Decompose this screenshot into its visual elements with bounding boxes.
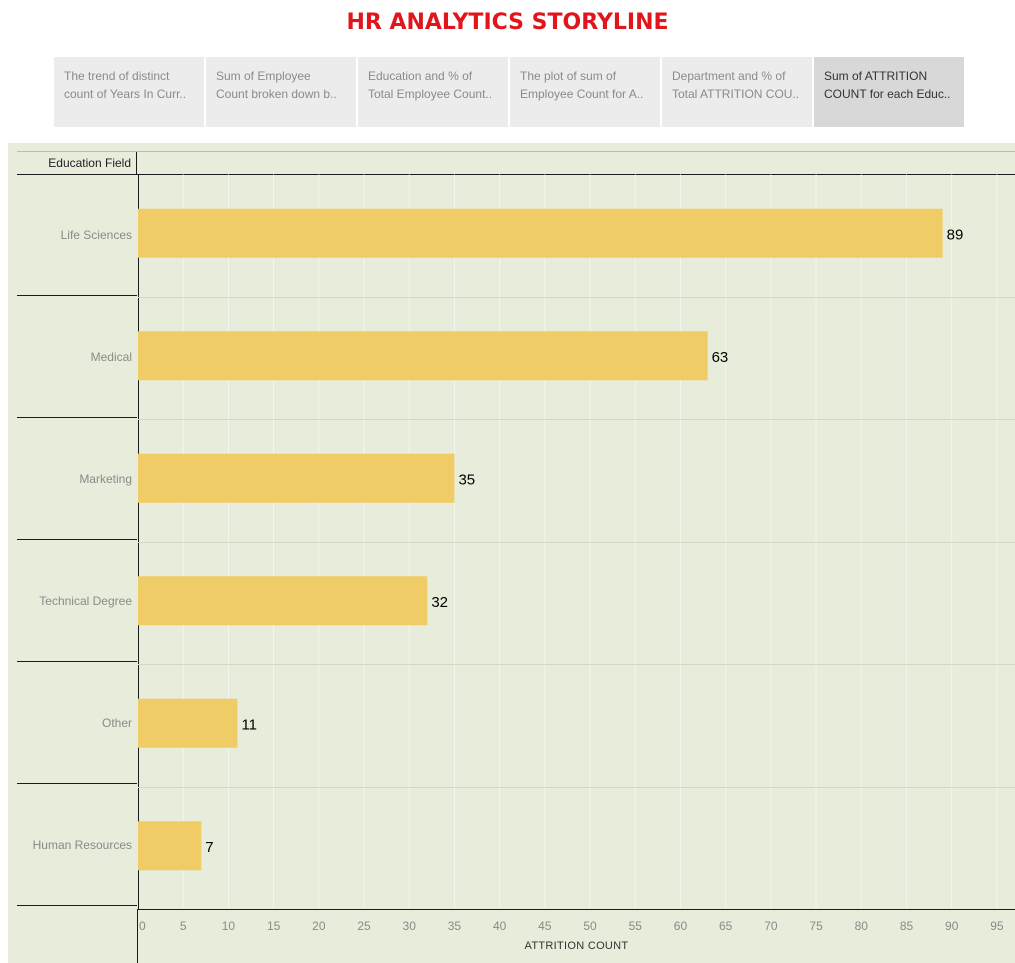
story-point-4[interactable]: The plot of sum of Employee Count for A.… xyxy=(510,57,660,127)
x-tick-label: 0 xyxy=(139,919,146,933)
x-tick-label: 15 xyxy=(267,919,281,933)
story-point-6-line1: Sum of ATTRITION xyxy=(824,69,928,83)
row-header-label: Education Field xyxy=(17,152,137,174)
story-title: HR ANALYTICS STORYLINE xyxy=(346,10,669,35)
story-point-2[interactable]: Sum of Employee Count broken down b.. xyxy=(206,57,356,127)
bar-value-label: 89 xyxy=(947,226,964,243)
axis-corner xyxy=(17,909,138,963)
story-point-5-line1: Department and % of xyxy=(672,69,786,83)
story-point-3-line1: Education and % of xyxy=(368,69,473,83)
bar[interactable] xyxy=(138,331,708,381)
x-tick-label: 65 xyxy=(719,919,733,933)
row-label-medical[interactable]: Medical xyxy=(17,296,137,418)
bar-value-label: 63 xyxy=(712,349,729,366)
story-point-1-line1: The trend of distinct xyxy=(64,69,170,83)
x-tick-label: 80 xyxy=(855,919,869,933)
row-label-life-sciences[interactable]: Life Sciences xyxy=(17,174,137,296)
x-axis-title: ATTRITION COUNT xyxy=(524,940,629,952)
x-tick-label: 45 xyxy=(538,919,552,933)
bar-value-label: 35 xyxy=(458,471,475,488)
story-point-5[interactable]: Department and % of Total ATTRITION COU.… xyxy=(662,57,812,127)
story-point-6[interactable]: Sum of ATTRITION COUNT for each Educ.. xyxy=(814,57,964,127)
x-tick-label: 35 xyxy=(448,919,462,933)
x-tick-label: 75 xyxy=(809,919,823,933)
x-tick-label: 10 xyxy=(222,919,236,933)
x-tick-label: 50 xyxy=(583,919,597,933)
x-tick-label: 30 xyxy=(403,919,417,933)
x-tick-label: 40 xyxy=(493,919,507,933)
x-tick-label: 55 xyxy=(629,919,643,933)
row-label-technical-degree[interactable]: Technical Degree xyxy=(17,540,137,662)
x-tick-label: 95 xyxy=(990,919,1004,933)
story-point-1-line2: count of Years In Curr.. xyxy=(64,87,187,101)
story-point-3[interactable]: Education and % of Total Employee Count.… xyxy=(358,57,508,127)
bar-value-label: 32 xyxy=(431,594,448,611)
x-tick-label: 70 xyxy=(764,919,778,933)
x-tick-label: 25 xyxy=(357,919,371,933)
story-point-4-line1: The plot of sum of xyxy=(520,69,617,83)
story-navigator: The trend of distinct count of Years In … xyxy=(54,57,964,127)
row-label-other[interactable]: Other xyxy=(17,662,137,784)
story-point-3-line2: Total Employee Count.. xyxy=(368,87,493,101)
x-tick-label: 5 xyxy=(180,919,187,933)
bar-value-label: 11 xyxy=(241,716,257,733)
header-row: Education Field xyxy=(17,151,1015,175)
story-point-2-line1: Sum of Employee xyxy=(216,69,311,83)
row-labels: Life Sciences Medical Marketing Technica… xyxy=(17,174,139,909)
row-label-human-resources[interactable]: Human Resources xyxy=(17,784,137,906)
bar[interactable] xyxy=(138,453,455,503)
story-point-2-line2: Count broken down b.. xyxy=(216,87,337,101)
story-point-4-line2: Employee Count for A.. xyxy=(520,87,644,101)
row-label-marketing[interactable]: Marketing xyxy=(17,418,137,540)
bar[interactable] xyxy=(138,576,428,626)
bar[interactable] xyxy=(138,821,202,871)
bar[interactable] xyxy=(138,208,943,258)
x-tick-label: 90 xyxy=(945,919,959,933)
bar[interactable] xyxy=(138,698,238,748)
x-tick-label: 85 xyxy=(900,919,914,933)
dashboard-area: Education Field Life Sciences Medical Ma… xyxy=(8,143,1015,963)
story-point-5-line2: Total ATTRITION COU.. xyxy=(672,87,800,101)
story-point-6-line2: COUNT for each Educ.. xyxy=(824,87,951,101)
x-tick-label: 20 xyxy=(312,919,326,933)
story-point-1[interactable]: The trend of distinct count of Years In … xyxy=(54,57,204,127)
x-tick-label: 60 xyxy=(674,919,688,933)
bar-value-label: 7 xyxy=(205,839,213,856)
